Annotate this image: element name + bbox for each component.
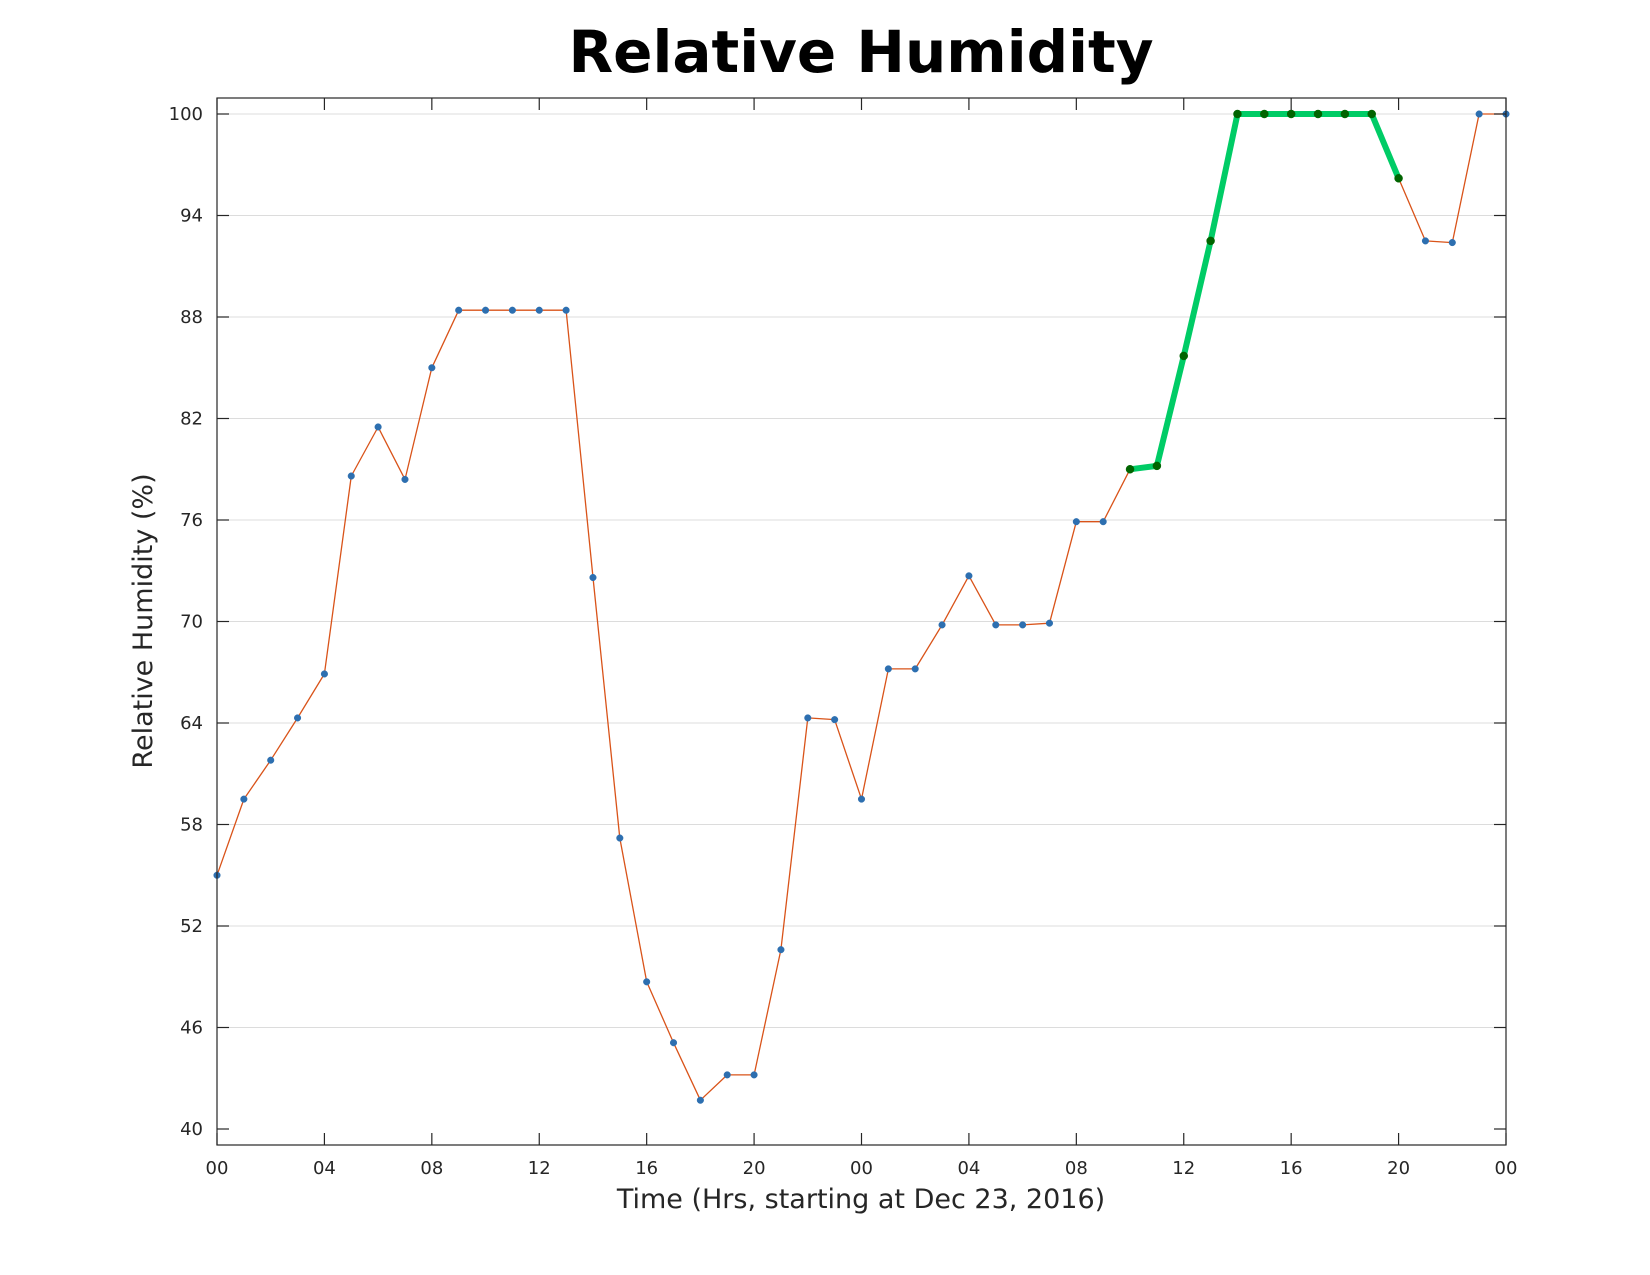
y-tick-label: 76: [180, 510, 203, 531]
x-tick-label: 20: [1387, 1158, 1410, 1179]
data-point: [1475, 110, 1483, 118]
data-point: [240, 795, 248, 803]
x-tick-label: 04: [957, 1158, 980, 1179]
data-point: [455, 306, 463, 314]
data-point: [428, 364, 436, 372]
highlight-data-point: [1367, 109, 1376, 119]
y-tick-label: 82: [180, 409, 203, 430]
data-point: [777, 946, 785, 954]
x-tick-label: 20: [743, 1158, 766, 1179]
humidity-series-line: [216, 113, 1507, 1101]
data-point: [267, 756, 275, 764]
highlight-data-point: [1340, 109, 1350, 119]
x-tick-label: 12: [1172, 1158, 1195, 1179]
y-tick-label: 52: [180, 916, 203, 937]
data-point: [508, 306, 516, 314]
x-tick-label: 00: [850, 1158, 873, 1179]
y-tick-label: 70: [180, 612, 203, 633]
data-point: [294, 714, 302, 722]
data-point: [1072, 518, 1080, 526]
data-point: [1099, 518, 1107, 526]
series-layer: [213, 109, 1510, 1104]
tick-marks: 40 46 52 58 64 70 76 82 88 94 100 00 04 08 12 16 20 00 04 0…: [169, 98, 1518, 1179]
highlight-data-point: [1125, 465, 1135, 474]
data-point: [1448, 239, 1456, 247]
y-tick-label: 46: [180, 1018, 203, 1039]
x-tick-label: 00: [206, 1158, 229, 1179]
data-point: [1045, 619, 1054, 627]
highlight-data-point: [1286, 109, 1296, 119]
data-point: [911, 665, 919, 673]
data-point: [616, 834, 624, 842]
highlight-data-point: [1260, 109, 1269, 119]
highlight-data-point: [1179, 351, 1188, 361]
highlight-series-line: [1127, 111, 1402, 473]
data-point: [938, 621, 946, 629]
data-point: [831, 716, 839, 724]
y-tick-label: 100: [169, 104, 203, 125]
y-tick-label: 40: [180, 1119, 203, 1140]
data-point: [320, 670, 328, 678]
data-point: [857, 795, 866, 803]
data-point: [750, 1071, 758, 1079]
data-point: [992, 621, 1000, 629]
y-tick-label: 64: [180, 713, 203, 734]
data-point: [723, 1071, 731, 1079]
x-tick-label: 08: [1065, 1158, 1088, 1179]
highlight-data-point: [1206, 236, 1215, 246]
data-point: [669, 1039, 678, 1047]
highlight-data-point: [1313, 109, 1323, 119]
x-tick-label: 12: [528, 1158, 551, 1179]
x-tick-label: 00: [1495, 1158, 1518, 1179]
y-tick-label: 88: [180, 307, 203, 328]
x-axis-label: Time (Hrs, starting at Dec 23, 2016): [616, 1184, 1105, 1215]
highlight-data-point: [1233, 109, 1242, 119]
data-point: [696, 1096, 704, 1104]
data-point: [401, 475, 409, 483]
data-point: [535, 306, 543, 314]
data-point: [1421, 237, 1429, 245]
data-point: [589, 573, 597, 582]
y-tick-label: 58: [180, 815, 203, 836]
data-point: [1019, 621, 1027, 629]
highlight-data-point: [1394, 174, 1403, 183]
data-point: [562, 306, 570, 314]
data-point: [374, 423, 382, 431]
grid-lines: [217, 113, 1506, 1028]
chart-title: Relative Humidity: [568, 18, 1153, 86]
data-point: [804, 714, 812, 722]
data-point: [347, 472, 355, 480]
x-tick-label: 16: [1280, 1158, 1303, 1179]
data-point: [884, 665, 892, 673]
data-point: [643, 978, 651, 986]
x-tick-label: 16: [635, 1158, 658, 1179]
highlight-data-point: [1152, 461, 1162, 471]
data-point: [481, 306, 490, 314]
data-point: [965, 572, 973, 580]
x-tick-label: 08: [420, 1158, 443, 1179]
y-tick-label: 94: [180, 206, 203, 227]
x-tick-label: 04: [313, 1158, 336, 1179]
y-axis-label: Relative Humidity (%): [128, 473, 159, 768]
